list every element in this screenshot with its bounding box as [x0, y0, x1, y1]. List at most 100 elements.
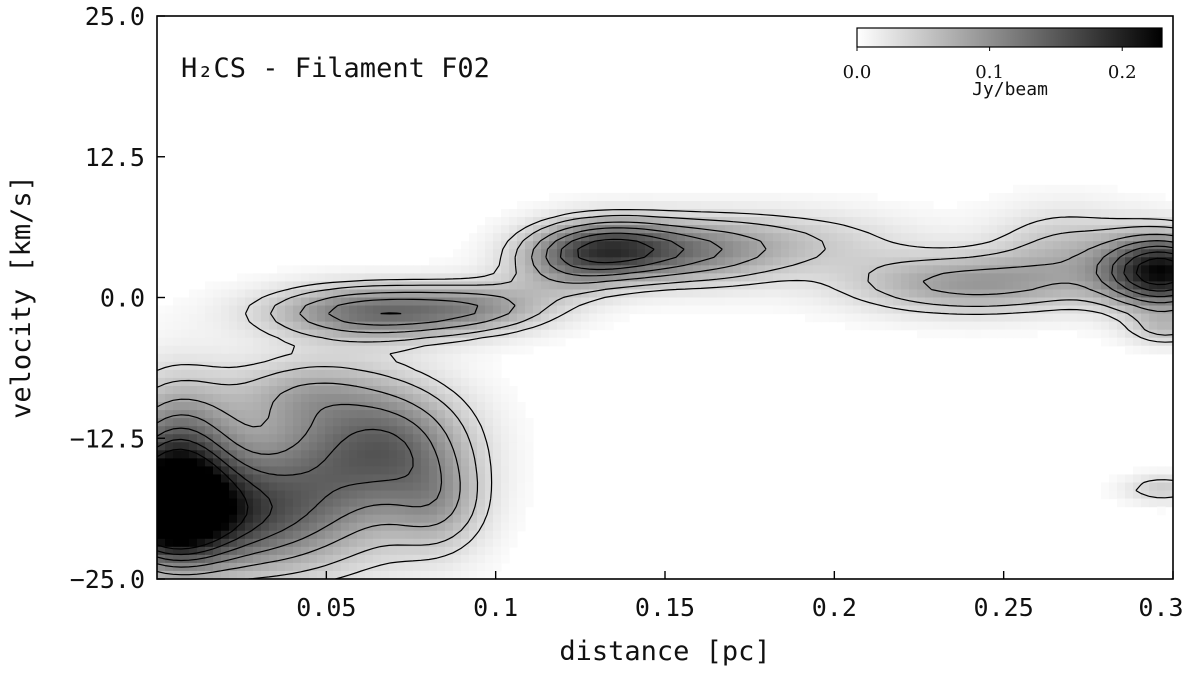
heatmap-cell — [933, 241, 942, 250]
heatmap-cell — [405, 369, 414, 379]
heatmap-cell — [237, 289, 246, 299]
heatmap-cell — [213, 426, 222, 435]
colorbar-ticks: 0.0 0.1 0.2 — [843, 47, 1137, 83]
heatmap-cell — [165, 538, 174, 548]
heatmap-cell — [837, 192, 846, 202]
heatmap-cell — [453, 426, 462, 435]
heatmap-cell — [733, 257, 742, 266]
heatmap-cell — [469, 466, 478, 476]
heatmap-cell — [1125, 281, 1134, 291]
heatmap-cell — [901, 281, 910, 291]
heatmap-cell — [533, 329, 542, 339]
heatmap-cell — [661, 281, 670, 291]
heatmap-cell — [461, 514, 470, 524]
heatmap-cell — [685, 209, 694, 218]
heatmap-cell — [237, 498, 246, 508]
heatmap-cell — [621, 265, 630, 274]
heatmap-cell — [461, 482, 470, 492]
heatmap-cell — [1149, 305, 1158, 315]
heatmap-cell — [421, 514, 430, 524]
heatmap-cell — [709, 289, 718, 299]
heatmap-cell — [437, 402, 446, 411]
heatmap-cell — [349, 490, 358, 500]
heatmap-cell — [829, 313, 838, 323]
heatmap-cell — [221, 434, 230, 443]
heatmap-cell — [525, 225, 534, 234]
heatmap-cell — [853, 313, 862, 323]
heatmap-cell — [389, 434, 398, 443]
heatmap-cell — [205, 482, 214, 492]
heatmap-cell — [885, 289, 894, 299]
heatmap-cell — [229, 297, 238, 307]
heatmap-cell — [573, 305, 582, 315]
heatmap-cell — [261, 474, 270, 484]
heatmap-cell — [341, 450, 350, 459]
heatmap-cell — [573, 329, 582, 339]
heatmap-cell — [613, 217, 622, 226]
heatmap-cell — [749, 257, 758, 266]
heatmap-cell — [725, 225, 734, 234]
heatmap-cell — [1141, 466, 1150, 476]
heatmap-cell — [933, 249, 942, 258]
heatmap-cell — [517, 265, 526, 274]
heatmap-cell — [765, 249, 774, 258]
heatmap-cell — [501, 225, 510, 234]
heatmap-cell — [229, 353, 238, 363]
heatmap-cell — [365, 313, 374, 323]
heatmap-cell — [453, 257, 462, 266]
heatmap-cell — [925, 209, 934, 218]
heatmap-cell — [1109, 482, 1118, 492]
heatmap-cell — [397, 377, 406, 387]
heatmap-cell — [477, 394, 486, 403]
heatmap-cell — [437, 466, 446, 476]
heatmap-cell — [869, 217, 878, 226]
heatmap-cell — [909, 241, 918, 250]
heatmap-cell — [701, 200, 710, 210]
heatmap-cell — [1125, 490, 1134, 500]
heatmap-cell — [1149, 233, 1158, 242]
heatmap-cell — [893, 200, 902, 210]
heatmap-cell — [941, 209, 950, 218]
heatmap-cell — [269, 538, 278, 548]
heatmap-cell — [997, 249, 1006, 258]
heatmap-cell — [237, 410, 246, 419]
heatmap-cell — [917, 209, 926, 218]
heatmap-cell — [293, 313, 302, 323]
y-axis-label: velocity [km/s] — [6, 175, 37, 419]
heatmap-cell — [277, 329, 286, 339]
heatmap-cell — [189, 450, 198, 459]
heatmap-cell — [933, 297, 942, 307]
heatmap-cell — [197, 466, 206, 476]
heatmap-cell — [381, 538, 390, 548]
heatmap-cell — [245, 474, 254, 484]
heatmap-cell — [397, 265, 406, 274]
heatmap-cell — [1141, 233, 1150, 242]
heatmap-cell — [461, 249, 470, 258]
heatmap-cell — [805, 305, 814, 315]
heatmap-cell — [429, 345, 438, 355]
heatmap-cell — [1109, 184, 1118, 194]
heatmap-cell — [501, 466, 510, 476]
heatmap-cell — [469, 233, 478, 242]
heatmap-cell — [437, 506, 446, 516]
heatmap-cell — [205, 562, 214, 572]
heatmap-cell — [525, 466, 534, 476]
heatmap-cell — [1101, 209, 1110, 218]
heatmap-cell — [461, 385, 470, 395]
heatmap-cell — [709, 273, 718, 283]
heatmap-cell — [717, 281, 726, 291]
heatmap-cell — [413, 562, 422, 572]
heatmap-cell — [501, 305, 510, 315]
heatmap-cell — [405, 361, 414, 371]
heatmap-cell — [365, 321, 374, 331]
heatmap-cell — [325, 514, 334, 524]
heatmap-cell — [365, 562, 374, 572]
heatmap-cell — [445, 377, 454, 387]
heatmap-cell — [173, 466, 182, 476]
heatmap-cell — [853, 305, 862, 315]
colorbar-tick-label: 0.2 — [1108, 62, 1137, 83]
heatmap-cell — [213, 361, 222, 371]
heatmap-cell — [1005, 273, 1014, 283]
heatmap-cell — [157, 458, 166, 467]
heatmap-cell — [1093, 217, 1102, 226]
